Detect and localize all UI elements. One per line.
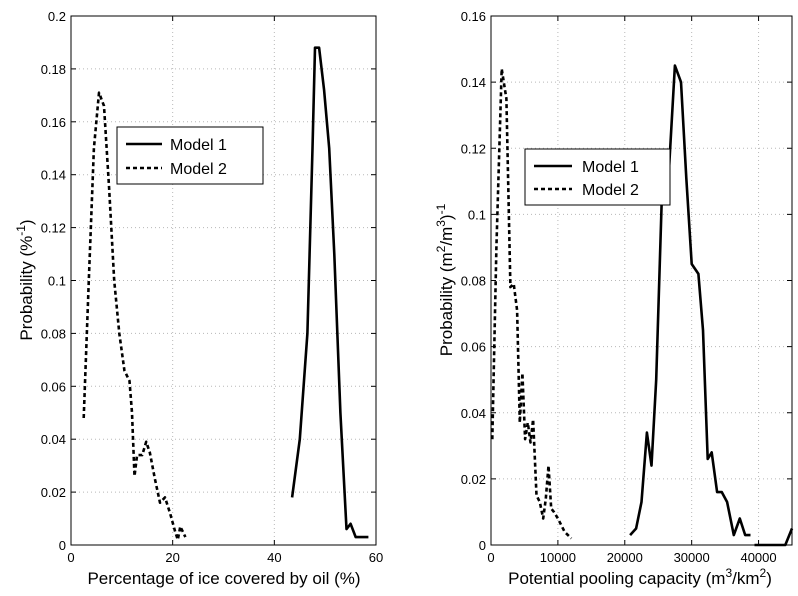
x-tick-label: 30000	[674, 550, 710, 565]
y-tick-label: 0.02	[461, 472, 486, 487]
x-tick-label: 10000	[540, 550, 576, 565]
x-tick-label: 20000	[607, 550, 643, 565]
x-tick-label: 20	[165, 550, 179, 565]
right-legend-box	[524, 148, 671, 206]
series-line-model-1	[290, 46, 369, 539]
y-tick-label: 0.08	[461, 274, 486, 289]
left-legend-model1-label: Model 1	[170, 137, 227, 154]
y-tick-label: 0.04	[41, 432, 66, 447]
right-legend-model2-label: Model 2	[582, 182, 639, 199]
right-plot-area	[490, 15, 793, 546]
y-tick-label: 0.14	[41, 168, 66, 183]
left-chart-panel: 0 0.02 0.04 0.06 0.08 0.1 0.12 0.14 0.16 0.18 0.2 0…	[14, 9, 383, 588]
x-tick-label: 40000	[740, 550, 776, 565]
left-legend: Model 1 Model 2	[116, 126, 264, 185]
left-legend-box	[116, 126, 264, 185]
left-ticks: 0 0.02 0.04 0.06 0.08 0.1 0.12 0.14 0.16 0.18 0.2 0…	[41, 9, 384, 565]
x-tick-label: 60	[369, 550, 383, 565]
series-line-model-2	[491, 67, 573, 540]
right-x-axis-label: Potential pooling capacity (m3/km2)	[508, 566, 772, 588]
right-chart-panel: 0 0.02 0.04 0.06 0.08 0.1 0.12 0.14 0.16 0 10000 20…	[434, 9, 794, 588]
left-x-axis-label: Percentage of ice covered by oil (%)	[87, 569, 360, 588]
y-tick-label: 0.1	[48, 274, 66, 289]
left-y-axis-label: Probability (%-1)	[14, 219, 36, 340]
y-tick-label: 0.12	[461, 141, 486, 156]
y-tick-label: 0.04	[461, 406, 486, 421]
y-tick-label: 0.12	[41, 221, 66, 236]
y-tick-label: 0.08	[41, 326, 66, 341]
x-tick-label: 40	[267, 550, 281, 565]
right-series-lines	[491, 64, 794, 547]
left-y-axis-label-superscript: -1	[14, 225, 28, 236]
left-legend-model2-label: Model 2	[170, 161, 227, 178]
series-line-model-1	[629, 64, 751, 537]
y-tick-label: 0	[479, 538, 486, 553]
y-tick-label: 0.1	[468, 207, 486, 222]
right-gridlines	[491, 16, 792, 545]
right-legend-model1-label: Model 1	[582, 159, 639, 176]
right-y-axis-label: Probability (m2/m3)-1	[434, 203, 456, 356]
series-line-model-2	[82, 91, 187, 542]
y-tick-label: 0.06	[461, 340, 486, 355]
x-tick-label: 0	[67, 550, 74, 565]
left-series-lines	[82, 46, 369, 542]
series-line-model-1	[754, 528, 794, 547]
y-tick-label: 0.18	[41, 62, 66, 77]
y-tick-label: 0.16	[461, 9, 486, 24]
right-legend: Model 1 Model 2	[524, 148, 671, 206]
y-tick-label: 0.14	[461, 75, 486, 90]
y-tick-label: 0.02	[41, 485, 66, 500]
x-tick-label: 0	[487, 550, 494, 565]
y-tick-label: 0	[59, 538, 66, 553]
y-tick-label: 0.16	[41, 115, 66, 130]
y-tick-label: 0.06	[41, 379, 66, 394]
y-tick-label: 0.2	[48, 9, 66, 24]
